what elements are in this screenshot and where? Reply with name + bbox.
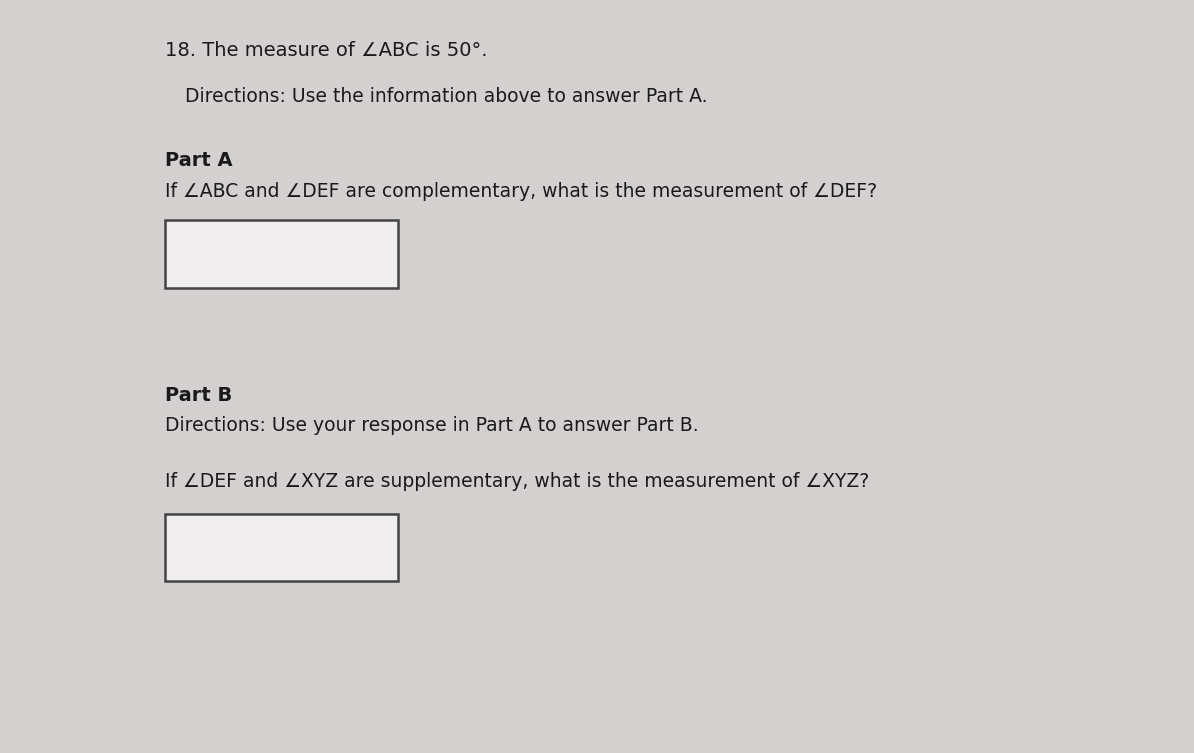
Bar — [165, 220, 398, 288]
Text: If ∠ABC and ∠DEF are complementary, what is the measurement of ∠DEF?: If ∠ABC and ∠DEF are complementary, what… — [165, 182, 876, 201]
Text: Directions: Use your response in Part A to answer Part B.: Directions: Use your response in Part A … — [165, 416, 698, 434]
Text: 18. The measure of ∠ABC is 50°.: 18. The measure of ∠ABC is 50°. — [165, 41, 487, 60]
Bar — [165, 514, 398, 581]
Text: If ∠DEF and ∠XYZ are supplementary, what is the measurement of ∠XYZ?: If ∠DEF and ∠XYZ are supplementary, what… — [165, 472, 869, 491]
Text: Part B: Part B — [165, 386, 232, 404]
Text: Part A: Part A — [165, 151, 233, 169]
Text: Directions: Use the information above to answer Part A.: Directions: Use the information above to… — [185, 87, 708, 105]
